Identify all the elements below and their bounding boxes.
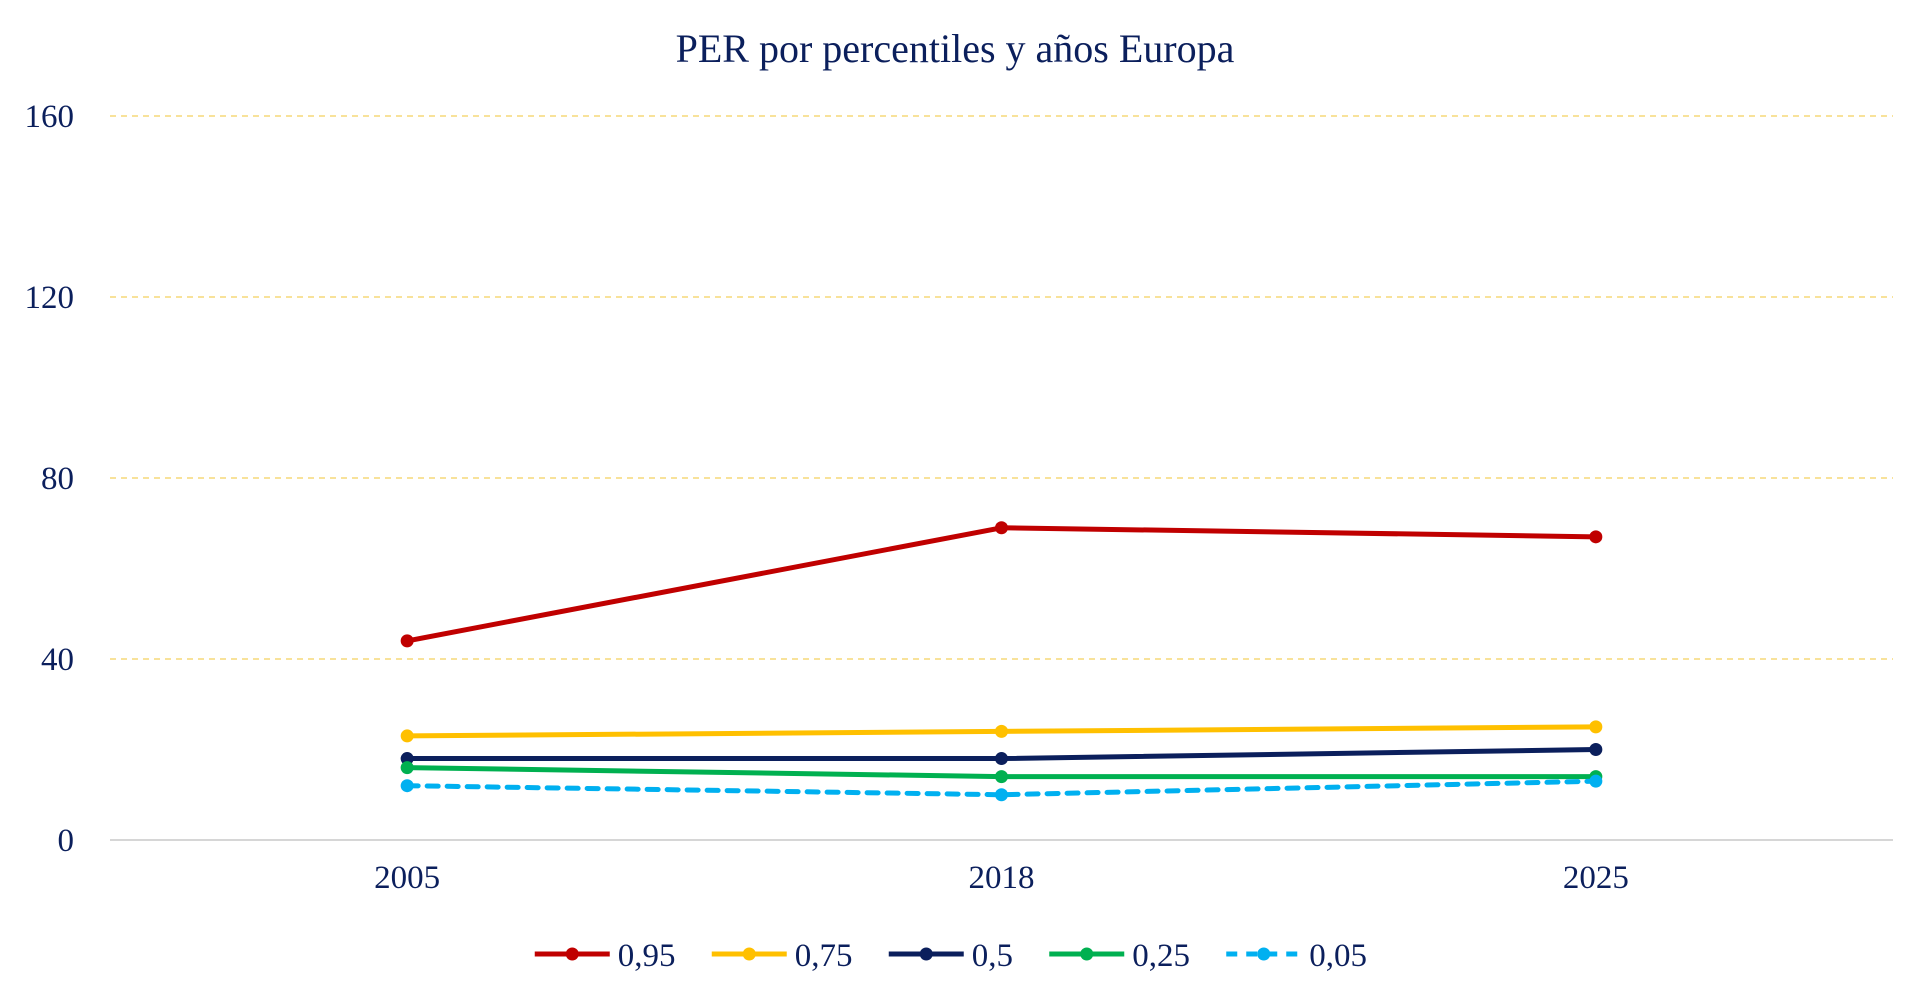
series-line bbox=[404, 778, 1599, 798]
y-axis-ticks: 0 40 80 120 160 bbox=[25, 99, 75, 859]
y-tick-label: 80 bbox=[41, 461, 74, 497]
data-point bbox=[400, 729, 414, 743]
legend-label: 0,95 bbox=[618, 938, 676, 974]
series-0,95 bbox=[400, 521, 1603, 648]
series-0,75 bbox=[400, 720, 1603, 743]
data-point bbox=[995, 770, 1008, 784]
legend-swatch-marker bbox=[1080, 947, 1094, 961]
y-tick-label: 40 bbox=[41, 642, 74, 678]
data-point bbox=[400, 634, 414, 648]
legend-label: 0,75 bbox=[795, 938, 853, 974]
y-tick-label: 160 bbox=[25, 99, 75, 135]
x-tick-label: 2005 bbox=[374, 860, 440, 896]
gridlines bbox=[110, 115, 1893, 660]
y-tick-label: 0 bbox=[58, 823, 75, 859]
data-point bbox=[995, 521, 1008, 535]
data-point bbox=[400, 752, 414, 766]
x-tick-label: 2018 bbox=[969, 860, 1035, 896]
x-axis-ticks: 2005 2018 2025 bbox=[374, 860, 1629, 896]
data-point bbox=[1589, 743, 1603, 756]
data-point bbox=[995, 724, 1008, 738]
data-point bbox=[995, 788, 1008, 802]
y-tick-label: 120 bbox=[25, 280, 75, 316]
legend-swatch-marker bbox=[919, 947, 933, 961]
legend-label: 0,25 bbox=[1132, 938, 1190, 974]
data-point bbox=[1589, 774, 1603, 788]
legend-item-0,5: 0,5 bbox=[888, 938, 1013, 974]
data-point bbox=[995, 752, 1008, 766]
legend-swatch-marker bbox=[565, 947, 579, 961]
series-0,5 bbox=[400, 743, 1603, 766]
series-0,25 bbox=[400, 761, 1603, 784]
legend-item-0,75: 0,75 bbox=[711, 938, 853, 974]
legend-item-0,25: 0,25 bbox=[1049, 938, 1190, 974]
series-line bbox=[404, 525, 1599, 644]
series-0,05 bbox=[400, 774, 1603, 802]
data-point bbox=[1589, 530, 1603, 544]
legend-label: 0,05 bbox=[1309, 938, 1367, 974]
legend: 0,95 0,75 0,5 0,25 0,05 bbox=[534, 938, 1367, 974]
x-tick-label: 2025 bbox=[1563, 860, 1629, 896]
data-point bbox=[1589, 720, 1603, 734]
series-lines bbox=[400, 521, 1603, 802]
legend-swatch-marker bbox=[742, 947, 756, 961]
data-point bbox=[400, 761, 414, 775]
legend-item-0,05: 0,05 bbox=[1226, 938, 1367, 974]
legend-swatch-marker bbox=[1257, 947, 1271, 961]
chart-title: PER por percentiles y años Europa bbox=[676, 26, 1235, 71]
legend-item-0,95: 0,95 bbox=[534, 938, 676, 974]
legend-label: 0,5 bbox=[972, 938, 1013, 974]
data-point bbox=[400, 779, 414, 793]
